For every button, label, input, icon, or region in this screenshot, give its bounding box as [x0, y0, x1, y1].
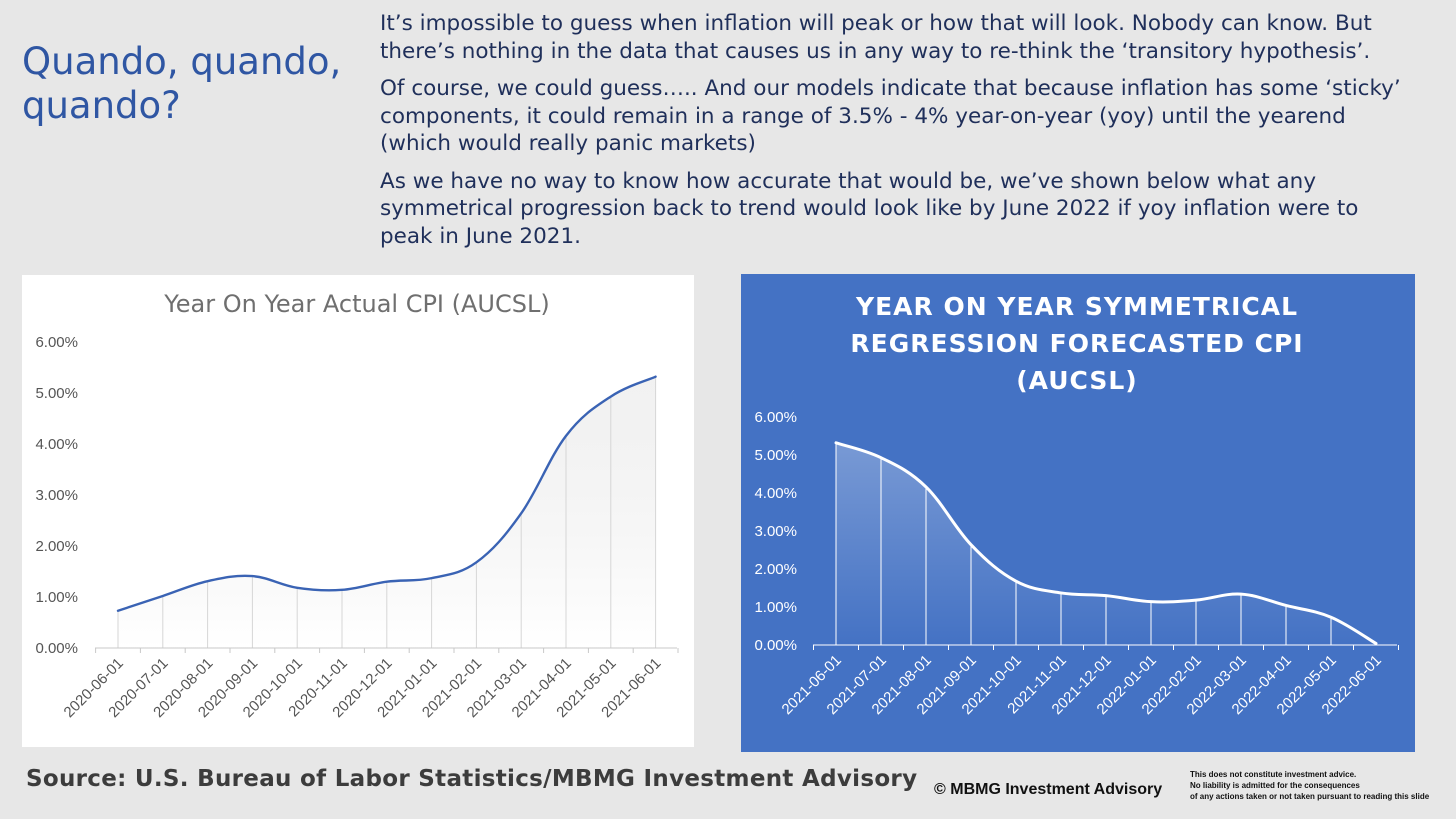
commentary-text: It’s impossible to guess when inflation … [380, 10, 1410, 260]
forecast-cpi-title-line-3: (AUCSL) [1016, 366, 1137, 395]
actual-cpi-y-tick-label: 4.00% [35, 436, 78, 453]
forecast-cpi-y-tick-label: 4.00% [754, 485, 797, 502]
actual-cpi-chart-svg: Year On Year Actual CPI (AUCSL) 0.00% 1.00… [35, 290, 679, 721]
actual-cpi-y-tick-label: 5.00% [35, 385, 78, 402]
forecast-cpi-title-line-2: REGRESSION FORECASTED CPI [850, 329, 1303, 358]
slide-title: Quando, quando, quando? [22, 40, 342, 127]
actual-cpi-y-tick-label: 0.00% [35, 640, 78, 657]
actual-cpi-y-tick-label: 6.00% [35, 334, 78, 351]
forecast-cpi-series-line [834, 441, 1378, 645]
forecast-cpi-y-tick-label: 6.00% [754, 409, 797, 426]
actual-cpi-chart-title: Year On Year Actual CPI (AUCSL) [163, 290, 549, 318]
paragraph-2: Of course, we could guess….. And our mod… [380, 76, 1401, 156]
actual-cpi-chart: Year On Year Actual CPI (AUCSL) 0.00% 1.00… [22, 275, 694, 747]
forecast-cpi-chart: YEAR ON YEAR SYMMETRICAL REGRESSION FOREC… [741, 274, 1415, 752]
forecast-cpi-y-tick-label: 2.00% [754, 561, 797, 578]
forecast-cpi-chart-svg: YEAR ON YEAR SYMMETRICAL REGRESSION FOREC… [754, 292, 1399, 718]
actual-cpi-y-tick-label: 3.00% [35, 487, 78, 504]
disclaimer-line-1: This does not constitute investment advi… [1190, 770, 1357, 779]
forecast-cpi-y-tick-label: 0.00% [754, 637, 797, 654]
disclaimer-line-3: of any actions taken or not taken pursua… [1190, 792, 1430, 801]
actual-cpi-y-tick-label: 1.00% [35, 589, 78, 606]
actual-cpi-y-tick-label: 2.00% [35, 538, 78, 555]
actual-cpi-series-line [116, 375, 657, 612]
copyright-notice: © MBMG Investment Advisory [934, 781, 1163, 798]
paragraph-1: It’s impossible to guess when inflation … [380, 11, 1372, 64]
forecast-cpi-y-tick-label: 3.00% [754, 523, 797, 540]
forecast-cpi-y-tick-label: 5.00% [754, 447, 797, 464]
disclaimer: This does not constitute investment advi… [1190, 769, 1452, 802]
forecast-cpi-y-tick-label: 1.00% [754, 599, 797, 616]
forecast-cpi-title-line-1: YEAR ON YEAR SYMMETRICAL [855, 292, 1298, 321]
source-line: Source: U.S. Bureau of Labor Statistics/… [26, 766, 918, 792]
disclaimer-line-2: No liability is admitted for the consequ… [1190, 781, 1360, 790]
paragraph-3: As we have no way to know how accurate t… [380, 168, 1359, 249]
